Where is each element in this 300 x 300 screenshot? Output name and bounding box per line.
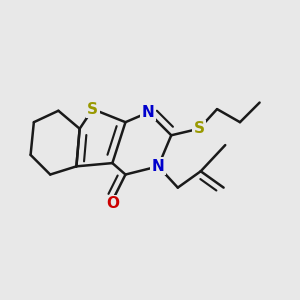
Text: S: S <box>194 121 205 136</box>
Text: O: O <box>106 196 119 211</box>
Text: N: N <box>142 105 155 120</box>
Text: S: S <box>87 102 98 117</box>
Text: N: N <box>152 159 165 174</box>
